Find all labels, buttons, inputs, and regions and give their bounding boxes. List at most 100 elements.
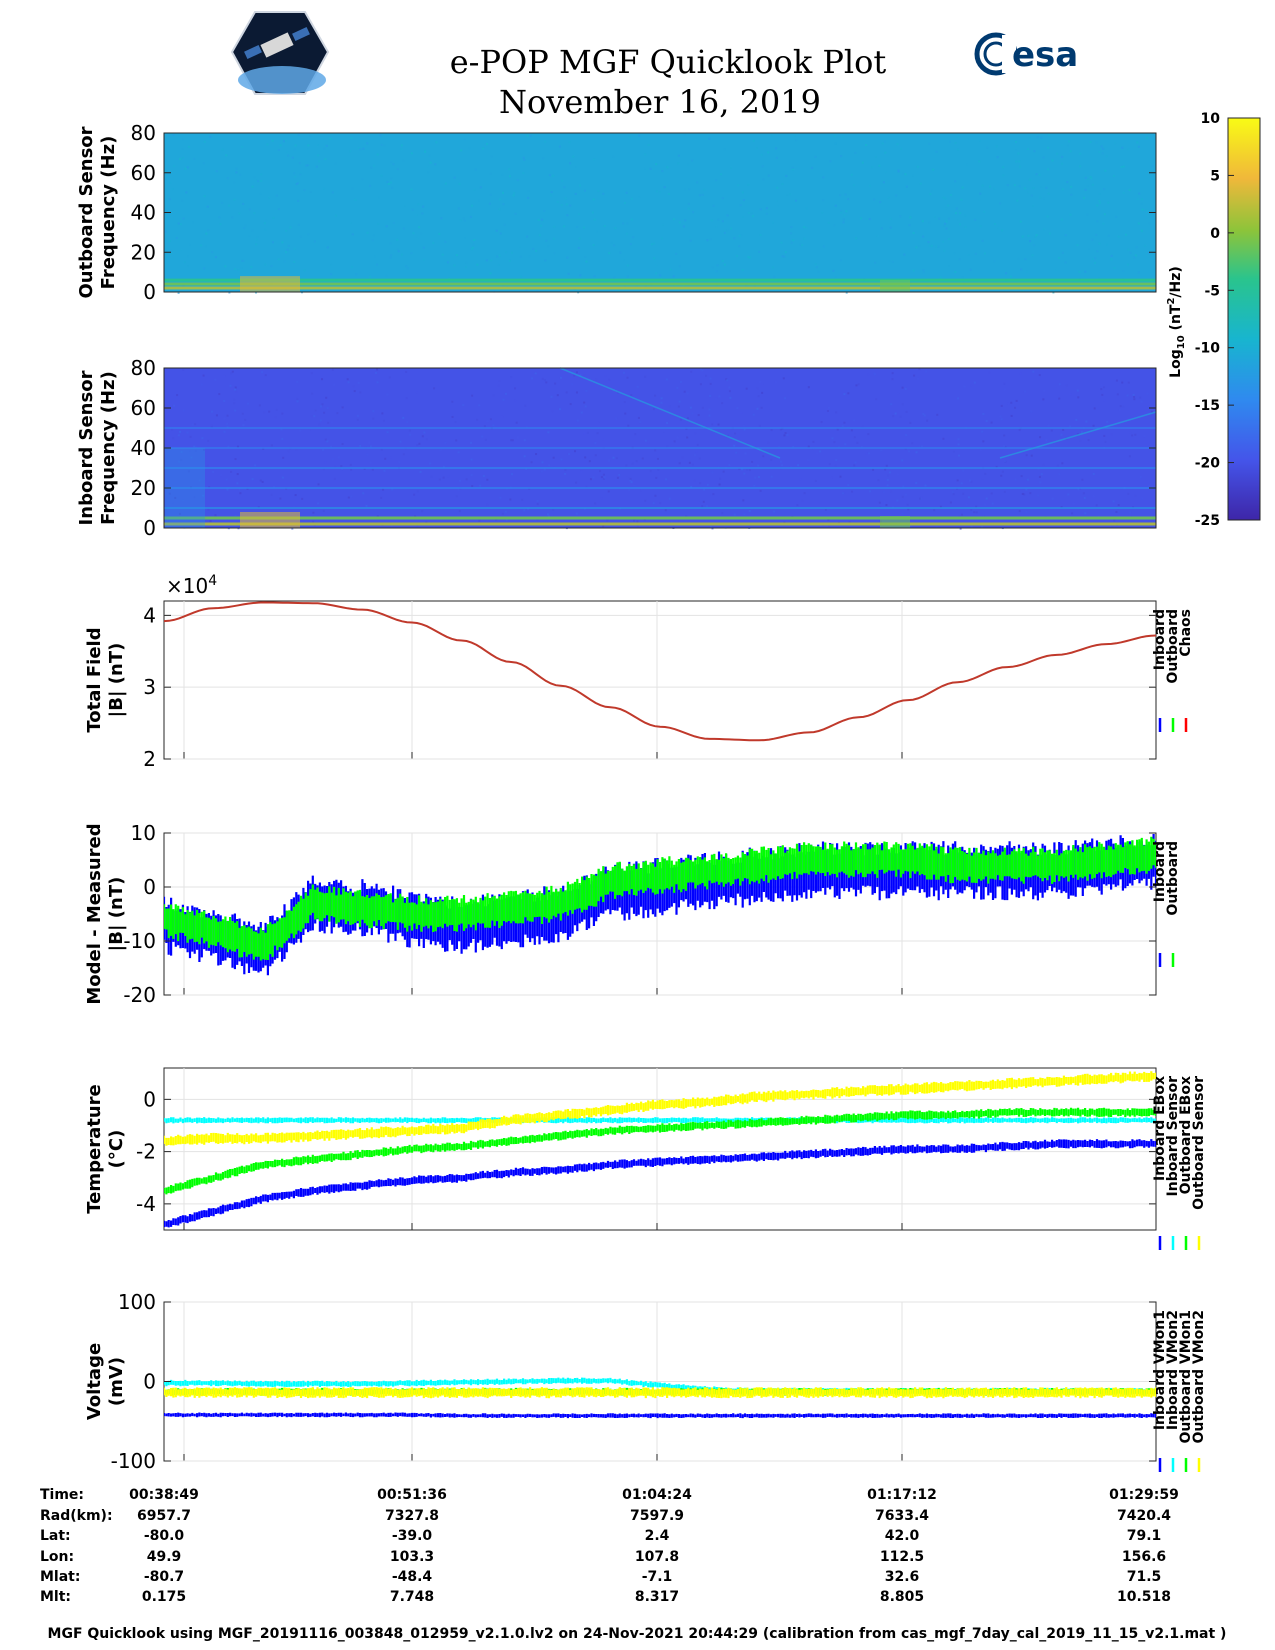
- inboard-spectrogram-sweep: [559, 367, 781, 459]
- model-minus-measured-ylabel: |B| (nT): [106, 877, 127, 952]
- table-cell: 32.6: [885, 1569, 920, 1585]
- temperature-legend-label: Inboard Sensor: [1165, 1076, 1181, 1197]
- total-field-ytick: 4: [143, 603, 156, 627]
- voltage-ytick: 0: [143, 1370, 156, 1394]
- outboard-spectrogram-event: [880, 280, 910, 292]
- outboard-spectrogram-ylabel: Outboard Sensor: [76, 126, 97, 298]
- table-cell: 0.175: [142, 1589, 186, 1605]
- temperature-ytick: -4: [136, 1192, 156, 1216]
- inboard-spectrogram-ytick: 0: [143, 516, 156, 540]
- table-cell: -7.1: [642, 1569, 673, 1585]
- voltage-series-outboard-vmon2: [164, 1387, 1156, 1399]
- inboard-spectrogram-ytick: 80: [131, 356, 156, 380]
- inboard-spectrogram-event: [880, 516, 910, 528]
- table-row-label: Lat:: [40, 1528, 71, 1544]
- colorbar-tick: 5: [1210, 168, 1220, 184]
- voltage-ylabel: (mV): [106, 1357, 127, 1406]
- inboard-spectrogram-burst: [240, 512, 300, 528]
- table-cell: -80.7: [144, 1569, 184, 1585]
- inboard-spectrogram-broadband: [165, 448, 205, 528]
- table-row-label: Mlt:: [40, 1589, 71, 1605]
- model-minus-measured-ylabel: Model - Measured: [84, 823, 105, 1004]
- voltage-legend-label: Outboard VMon1: [1178, 1310, 1194, 1444]
- table-cell: 42.0: [885, 1528, 920, 1544]
- outboard-spectrogram-ytick: 80: [131, 121, 156, 145]
- table-cell: 00:51:36: [377, 1487, 447, 1503]
- table-cell: 49.9: [147, 1549, 182, 1565]
- temperature-panel: [163, 1067, 1157, 1231]
- table-cell: 156.6: [1122, 1549, 1166, 1565]
- colorbar-gradient: [1227, 117, 1261, 521]
- temperature-series-outboard-ebox: [164, 1107, 1156, 1195]
- table-cell: 79.1: [1127, 1528, 1162, 1544]
- table-row-label: Time:: [40, 1487, 84, 1503]
- table-cell: 103.3: [390, 1549, 434, 1565]
- voltage-series-inboard-vmon1: [164, 1412, 1156, 1419]
- temperature-legend-label: Inboard EBox: [1152, 1076, 1168, 1181]
- model-minus-measured-legend-label: Outboard: [1165, 841, 1181, 916]
- inboard-spectrogram-ylabel: Frequency (Hz): [98, 371, 119, 525]
- voltage-ytick: 100: [118, 1290, 156, 1314]
- temperature-series-inboard-ebox: [164, 1139, 1156, 1228]
- table-cell: 7420.4: [1117, 1508, 1171, 1524]
- colorbar-tick: 10: [1201, 111, 1221, 127]
- total-field-series-chaos: [164, 601, 1156, 742]
- table-cell: 112.5: [880, 1549, 924, 1565]
- inboard-spectrogram-sweep: [999, 411, 1157, 459]
- colorbar-tick: -20: [1195, 456, 1221, 472]
- outboard-spectrogram-ytick: 0: [143, 280, 156, 304]
- model-minus-measured-ytick: 10: [131, 821, 156, 845]
- colorbar-tick: -25: [1195, 513, 1220, 529]
- table-cell: 01:17:12: [867, 1487, 937, 1503]
- table-cell: 01:29:59: [1109, 1487, 1179, 1503]
- plot-title: e-POP MGF Quicklook Plot: [450, 43, 887, 81]
- table-cell: 7327.8: [385, 1508, 439, 1524]
- table-cell: 2.4: [645, 1528, 670, 1544]
- total-field-ytick: 2: [143, 747, 156, 771]
- inboard-spectrogram-ytick: 40: [131, 436, 156, 460]
- table-row-label: Lon:: [40, 1549, 74, 1565]
- table-cell: 6957.7: [137, 1508, 191, 1524]
- total-field-ytick: 3: [143, 675, 156, 699]
- model-minus-measured-panel: [163, 832, 1157, 996]
- table-cell: -39.0: [392, 1528, 433, 1544]
- model-minus-measured-ytick: 0: [143, 875, 156, 899]
- esa-logo: esa: [974, 32, 1078, 76]
- cassiope-logo: [230, 11, 330, 95]
- table-cell: -80.0: [144, 1528, 185, 1544]
- total-field-panel: [163, 600, 1157, 760]
- temperature-legend-label: Outboard Sensor: [1191, 1076, 1207, 1210]
- table-cell: 7633.4: [875, 1508, 929, 1524]
- table-cell: 7597.9: [630, 1508, 684, 1524]
- table-row-label: Rad(km):: [40, 1508, 113, 1524]
- voltage-ytick: -100: [111, 1449, 156, 1473]
- outboard-spectrogram-ytick: 20: [131, 240, 156, 264]
- inboard-spectrogram-ytick: 60: [131, 396, 156, 420]
- colorbar-tick: 0: [1210, 226, 1220, 242]
- inboard-spectrogram-ylabel: Inboard Sensor: [76, 370, 97, 525]
- colorbar-label: Log10 (nT2/Hz): [1166, 266, 1187, 378]
- plot-date: November 16, 2019: [499, 83, 821, 121]
- table-cell: -48.4: [392, 1569, 433, 1585]
- total-field-exponent: ×104: [166, 573, 217, 598]
- temperature-ylabel: (°C): [106, 1130, 127, 1169]
- footer-caption: MGF Quicklook using MGF_20191116_003848_…: [48, 1626, 1227, 1642]
- inboard-spectrogram-ytick: 20: [131, 476, 156, 500]
- voltage-ylabel: Voltage: [84, 1343, 105, 1420]
- colorbar-tick: -10: [1195, 341, 1221, 357]
- temperature-series-outboard-sensor: [164, 1071, 1156, 1146]
- table-cell: 01:04:24: [622, 1487, 692, 1503]
- outboard-spectrogram-ytick: 40: [131, 201, 156, 225]
- temperature-ytick: -2: [136, 1140, 156, 1164]
- outboard-spectrogram-burst: [240, 276, 300, 292]
- voltage-legend-label: Inboard VMon1: [1152, 1310, 1168, 1430]
- table-row-label: Mlat:: [40, 1569, 80, 1585]
- outboard-spectrogram-ylabel: Frequency (Hz): [98, 136, 119, 290]
- table-cell: 8.317: [635, 1589, 679, 1605]
- table-cell: 8.805: [880, 1589, 924, 1605]
- model-minus-measured-ytick: -10: [123, 929, 156, 953]
- colorbar: 10 5 0 -5 -10 -15 -20 -25 Log10 (nT2/Hz): [1166, 111, 1261, 529]
- total-field-ylabel: Total Field: [84, 627, 105, 732]
- table-cell: 10.518: [1117, 1589, 1171, 1605]
